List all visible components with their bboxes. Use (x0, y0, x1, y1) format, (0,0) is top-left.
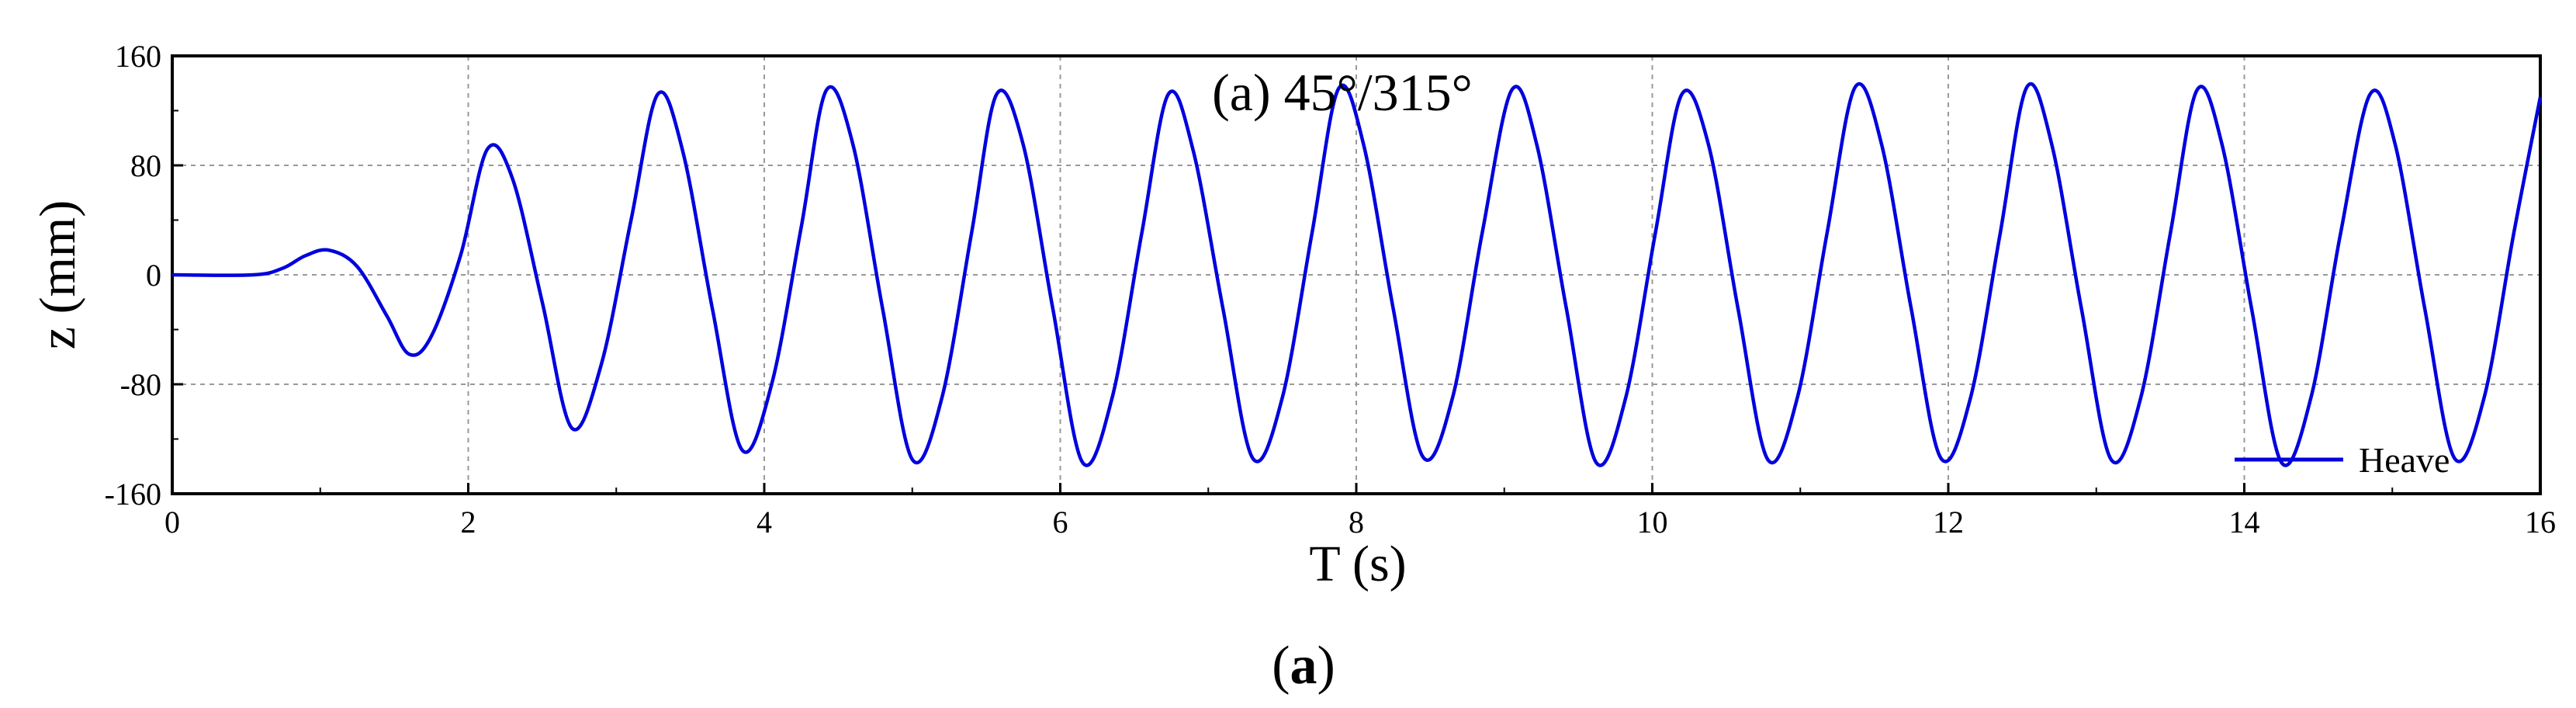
x-tick-label: 8 (1349, 505, 1364, 540)
x-tick-label: 10 (1637, 505, 1668, 540)
y-tick-label: 160 (115, 39, 161, 74)
x-tick-label: 16 (2525, 505, 2556, 540)
grid-layer (172, 56, 2540, 494)
series-line-heave (171, 82, 2543, 467)
figure-caption: (a) (1272, 636, 1335, 696)
x-tick-label: 12 (1933, 505, 1964, 540)
x-tick-label: 0 (164, 505, 180, 540)
caption-paren-close: ) (1317, 636, 1335, 696)
caption-paren-open: ( (1272, 636, 1290, 696)
x-tick-label: 2 (461, 505, 476, 540)
y-tick-label: -160 (105, 477, 161, 512)
caption-letter: a (1290, 636, 1317, 696)
chart-title: (a) 45°/315° (1212, 63, 1473, 122)
legend: Heave (2235, 440, 2450, 480)
y-tick-label: 80 (130, 148, 161, 183)
x-tick-label: 4 (757, 505, 772, 540)
x-tick-label: 14 (2229, 505, 2260, 540)
series-layer (171, 82, 2543, 467)
tick-layer: 0 2 4 6 8 10 12 14 16 -160 -80 0 80 160 (105, 39, 2556, 540)
x-axis-title: T (s) (1309, 536, 1406, 592)
y-tick-label: -80 (120, 367, 161, 402)
y-tick-label: 0 (146, 258, 161, 293)
legend-label-heave: Heave (2359, 440, 2450, 480)
x-tick-label: 6 (1053, 505, 1068, 540)
y-axis-title: z (mm) (29, 200, 86, 349)
